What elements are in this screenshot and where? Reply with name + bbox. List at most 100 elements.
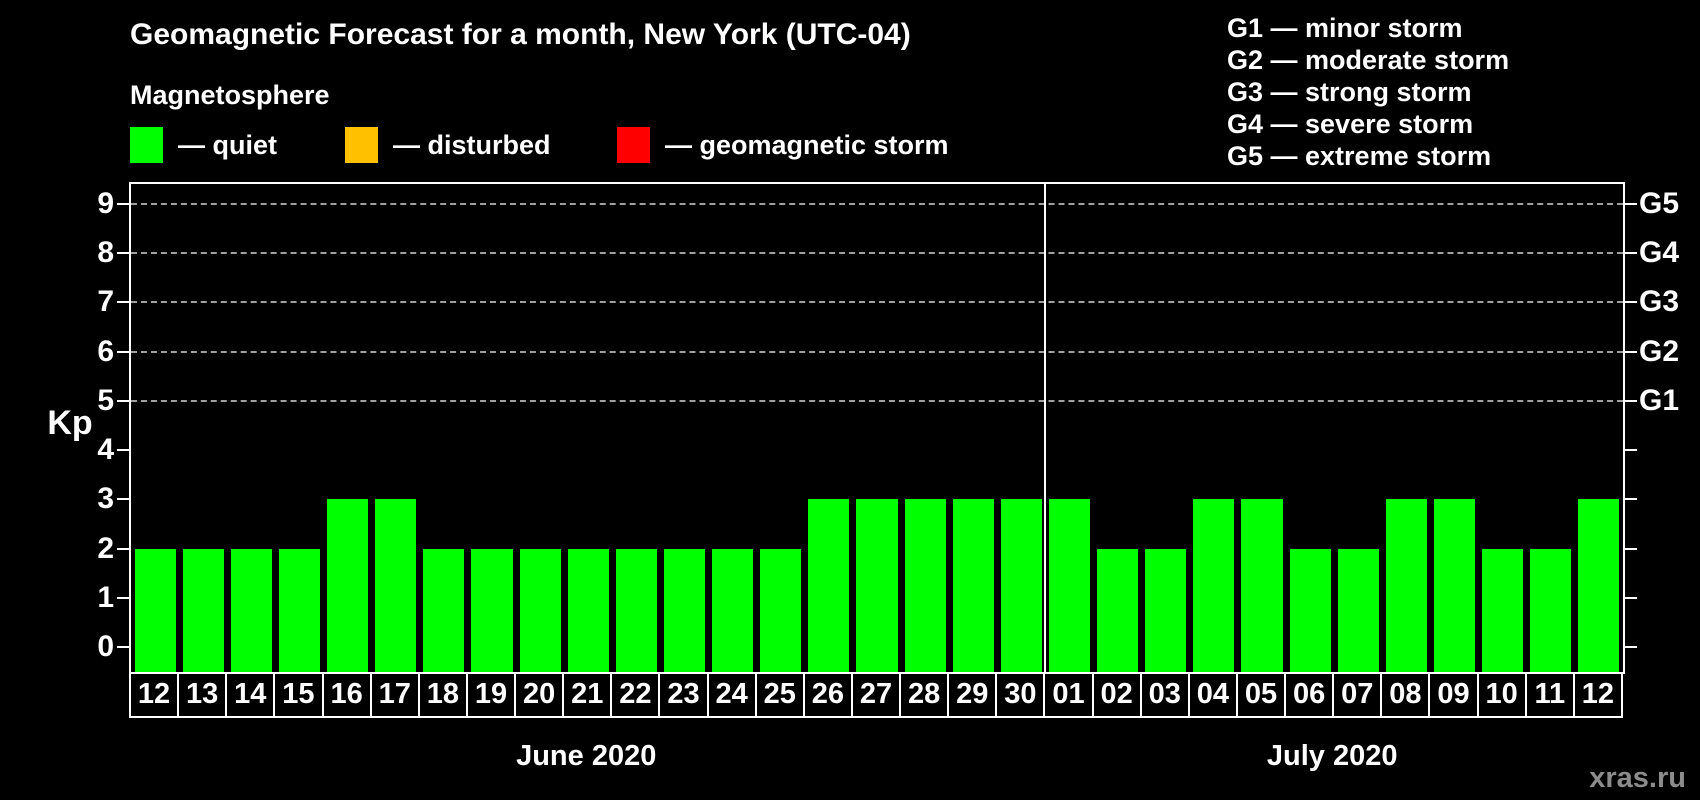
bar-day-28: [904, 499, 946, 672]
g-axis-label-G1: G1: [1639, 383, 1680, 417]
day-box-22: 22: [610, 672, 661, 718]
legend-label-quiet: — quiet: [178, 129, 277, 160]
day-box-05: 05: [1235, 672, 1287, 718]
left-tick-kp4: [117, 449, 129, 452]
legend-item-storm: — geomagnetic storm: [617, 124, 949, 166]
gridline-kp7: [131, 301, 1623, 304]
bar-day-21: [567, 548, 609, 672]
y-tick-label-5: 5: [97, 383, 114, 417]
day-box-11: 11: [1524, 672, 1575, 718]
bar-day-24: [712, 548, 754, 672]
y-tick-label-2: 2: [97, 531, 114, 565]
left-tick-kp6: [117, 350, 129, 353]
day-box-12: 12: [1572, 672, 1623, 718]
day-box-24: 24: [706, 672, 757, 718]
day-box-06: 06: [1284, 672, 1335, 718]
day-box-26: 26: [802, 672, 853, 718]
day-box-18: 18: [417, 672, 468, 718]
day-box-07: 07: [1332, 672, 1383, 718]
right-tick-kp2: [1625, 547, 1637, 550]
day-box-04: 04: [1187, 672, 1238, 718]
legend-swatch-storm: [617, 127, 650, 163]
bar-day-10: [1482, 548, 1524, 672]
left-tick-kp8: [117, 252, 129, 254]
left-tick-kp7: [117, 301, 129, 304]
day-box-28: 28: [899, 672, 950, 718]
legend-swatch-quiet: [130, 127, 163, 163]
right-tick-kp0: [1625, 646, 1637, 649]
left-tick-kp2: [117, 547, 129, 550]
storm-scale-line-3: G3 — strong storm: [1227, 77, 1472, 107]
day-box-25: 25: [754, 672, 805, 718]
y-tick-label-6: 6: [97, 334, 114, 368]
legend-label-storm: — geomagnetic storm: [665, 129, 949, 160]
g-axis-label-G3: G3: [1639, 285, 1680, 319]
bar-day-19: [471, 548, 513, 672]
g-axis-label-G4: G4: [1639, 236, 1680, 269]
bar-day-23: [663, 548, 706, 672]
bar-day-03: [1145, 548, 1187, 672]
y-tick-label-7: 7: [97, 285, 114, 319]
bar-day-25: [760, 548, 802, 672]
day-box-19: 19: [465, 672, 517, 718]
legend-swatch-disturbed: [345, 127, 378, 163]
bar-day-17: [375, 499, 417, 672]
bar-day-27: [856, 499, 898, 672]
day-box-09: 09: [1428, 672, 1479, 718]
bar-day-22: [615, 548, 657, 672]
y-tick-label-1: 1: [97, 581, 114, 615]
right-tick-kp6: [1625, 350, 1637, 353]
watermark: xras.ru: [1589, 762, 1686, 794]
right-tick-kp5: [1625, 399, 1637, 402]
bar-day-12: [1578, 499, 1620, 672]
bar-day-12: [134, 548, 176, 672]
bar-day-30: [1000, 499, 1042, 672]
right-tick-kp3: [1625, 498, 1637, 501]
y-tick-label-4: 4: [97, 433, 114, 467]
storm-scale-line-5: G5 — extreme storm: [1227, 141, 1492, 171]
gridline-kp6: [131, 350, 1623, 353]
bar-day-08: [1385, 499, 1427, 672]
storm-scale-legend: G1 — minor storm G2 — moderate storm G3 — …: [1227, 12, 1509, 172]
left-tick-kp9: [117, 202, 129, 205]
g-axis-label-G5: G5: [1639, 186, 1680, 220]
bar-day-06: [1289, 548, 1331, 672]
day-box-27: 27: [850, 672, 902, 718]
y-tick-label-9: 9: [97, 186, 114, 220]
bar-day-04: [1193, 499, 1235, 672]
right-tick-kp9: [1625, 202, 1637, 205]
bar-day-20: [519, 548, 561, 672]
y-tick-label-0: 0: [97, 630, 114, 664]
day-box-08: 08: [1380, 672, 1431, 718]
x-axis-day-row: 12 13 14 15 16 17 18 19 20 21 22 23 24 25 26 27 28 29 30 01…: [129, 672, 1625, 718]
right-tick-kp1: [1625, 597, 1637, 600]
legend-label-disturbed: — disturbed: [393, 129, 551, 160]
bar-day-01: [1048, 499, 1091, 672]
legend-item-disturbed: — disturbed: [345, 124, 551, 166]
day-box-20: 20: [514, 672, 565, 718]
day-box-12: 12: [129, 672, 180, 718]
legend-item-quiet: — quiet: [130, 124, 277, 166]
gridline-kp8: [131, 252, 1623, 254]
storm-scale-line-2: G2 — moderate storm: [1227, 45, 1510, 75]
legend-title: Magnetosphere: [130, 80, 330, 110]
bar-day-11: [1530, 548, 1572, 672]
left-tick-kp1: [117, 597, 129, 600]
day-box-14: 14: [225, 672, 276, 718]
bar-day-05: [1241, 499, 1283, 672]
bar-day-13: [182, 548, 224, 672]
day-box-17: 17: [369, 672, 420, 718]
gridline-kp5: [131, 399, 1623, 402]
bar-day-16: [327, 499, 369, 672]
left-tick-kp5: [117, 399, 129, 402]
day-box-30: 30: [995, 672, 1046, 718]
g-axis-label-G2: G2: [1639, 334, 1680, 368]
left-tick-kp0: [117, 646, 129, 649]
month-separator: [1044, 184, 1047, 672]
bar-day-14: [230, 548, 272, 672]
day-box-16: 16: [321, 672, 372, 718]
day-box-13: 13: [177, 672, 228, 718]
bar-day-02: [1097, 548, 1139, 672]
plot-area: [129, 182, 1625, 674]
